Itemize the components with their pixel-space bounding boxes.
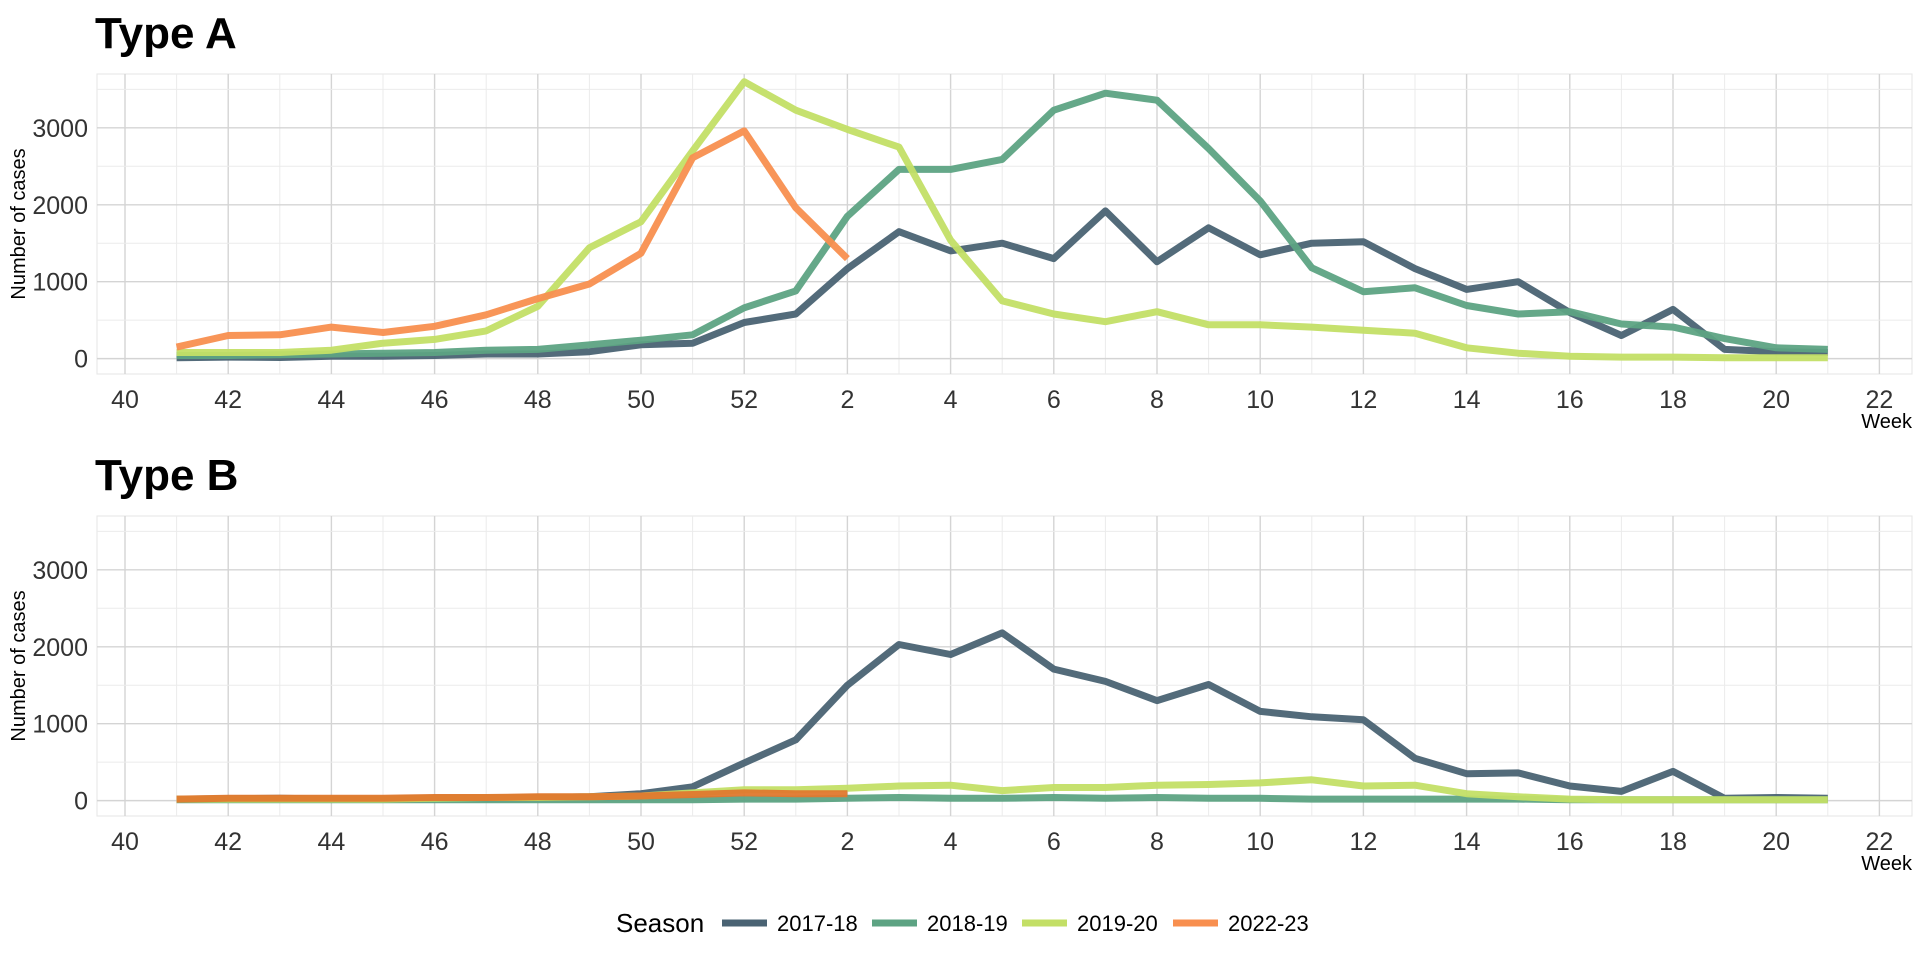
y-axis-title: Number of cases	[8, 590, 30, 741]
x-tick-label: 46	[421, 828, 449, 856]
x-tick-label: 18	[1659, 386, 1687, 414]
x-tick-label: 2	[840, 828, 854, 856]
legend-label: 2018-19	[927, 911, 1008, 936]
x-axis-title: Week	[1861, 853, 1913, 875]
x-tick-label: 22	[1865, 386, 1893, 414]
x-tick-label: 14	[1453, 828, 1481, 856]
x-tick-label: 14	[1453, 386, 1481, 414]
x-tick-label: 44	[317, 828, 345, 856]
x-tick-label: 12	[1349, 386, 1377, 414]
y-tick-label: 2000	[32, 634, 88, 662]
series-line-2018-19	[176, 89, 1828, 359]
x-tick-label: 42	[214, 386, 242, 414]
series-line-2019-20	[176, 78, 1828, 362]
x-tick-label: 50	[627, 828, 655, 856]
x-tick-label: 40	[111, 828, 139, 856]
y-tick-label: 2000	[32, 192, 88, 220]
legend-label: 2022-23	[1228, 911, 1309, 936]
x-axis-title: Week	[1861, 411, 1913, 433]
legend-title: Season	[616, 908, 704, 938]
x-tick-label: 48	[524, 828, 552, 856]
x-tick-label: 10	[1246, 828, 1274, 856]
panel-title: Type A	[95, 9, 237, 58]
x-tick-label: 2	[840, 386, 854, 414]
x-tick-label: 4	[944, 828, 958, 856]
x-tick-label: 50	[627, 386, 655, 414]
legend: Season 2017-18 2018-19 2019-20 2022-23	[616, 908, 1309, 938]
y-tick-label: 1000	[32, 269, 88, 297]
x-tick-label: 16	[1556, 828, 1584, 856]
x-tick-label: 48	[524, 386, 552, 414]
legend-label: 2019-20	[1077, 911, 1158, 936]
x-tick-label: 40	[111, 386, 139, 414]
x-tick-label: 4	[944, 386, 958, 414]
x-tick-label: 8	[1150, 386, 1164, 414]
x-tick-label: 12	[1349, 828, 1377, 856]
panel-title: Type B	[95, 451, 238, 500]
x-tick-label: 52	[730, 828, 758, 856]
x-tick-label: 44	[317, 386, 345, 414]
x-tick-label: 8	[1150, 828, 1164, 856]
y-tick-label: 3000	[32, 557, 88, 585]
y-tick-label: 0	[74, 788, 88, 816]
x-tick-label: 16	[1556, 386, 1584, 414]
x-tick-label: 52	[730, 386, 758, 414]
plot-area	[96, 515, 1913, 817]
series-line-2022-23	[175, 127, 850, 351]
x-tick-label: 6	[1047, 828, 1061, 856]
series-line-2022-23	[176, 789, 848, 803]
x-tick-label: 6	[1047, 386, 1061, 414]
x-tick-label: 22	[1865, 828, 1893, 856]
y-tick-label: 1000	[32, 711, 88, 739]
y-tick-label: 3000	[32, 115, 88, 143]
x-tick-label: 20	[1762, 386, 1790, 414]
x-tick-label: 10	[1246, 386, 1274, 414]
x-tick-label: 46	[421, 386, 449, 414]
y-tick-label: 0	[74, 346, 88, 374]
y-axis-title: Number of cases	[8, 148, 30, 299]
x-tick-label: 18	[1659, 828, 1687, 856]
legend-label: 2017-18	[777, 911, 858, 936]
x-tick-label: 42	[214, 828, 242, 856]
x-tick-label: 20	[1762, 828, 1790, 856]
